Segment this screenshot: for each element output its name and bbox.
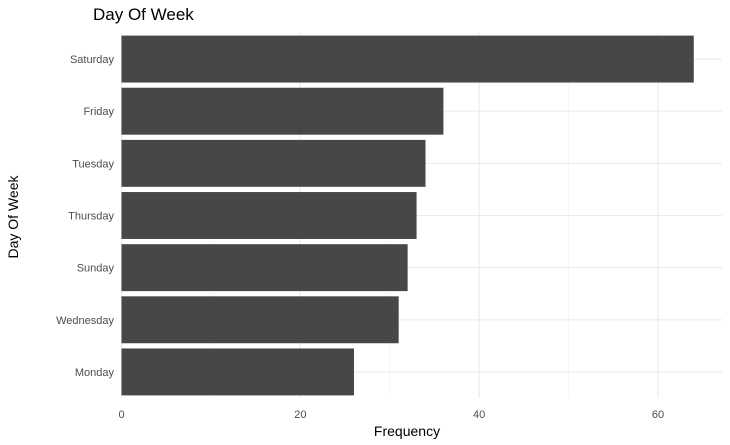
x-tick-labels: 0 20 40 60	[118, 409, 664, 421]
y-tick-label: Friday	[83, 106, 114, 118]
y-tick-label: Saturday	[70, 54, 115, 66]
bar-wednesday	[121, 296, 399, 344]
y-tick-label: Sunday	[77, 263, 115, 275]
bar-thursday	[121, 192, 417, 239]
y-tick-label: Tuesday	[72, 158, 114, 170]
y-tick-labels: Saturday Friday Tuesday Thursday Sunday Wedne…	[56, 54, 114, 379]
y-tick-label: Thursday	[68, 211, 114, 223]
chart-title: Day Of Week	[93, 5, 194, 24]
x-tick-label: 40	[473, 409, 485, 421]
y-axis-title: Day Of Week	[5, 175, 21, 259]
bar-monday	[121, 348, 354, 396]
bar-saturday	[121, 35, 694, 83]
bar-sunday	[121, 244, 408, 292]
x-tick-label: 60	[652, 409, 664, 421]
x-axis-title: Frequency	[374, 423, 440, 439]
x-tick-label: 20	[294, 409, 306, 421]
y-tick-label: Monday	[75, 367, 115, 379]
bars	[121, 35, 694, 396]
bar-friday	[121, 87, 444, 135]
y-tick-label: Wednesday	[56, 315, 114, 327]
x-tick-label: 0	[118, 409, 124, 421]
bar-tuesday	[121, 139, 426, 187]
